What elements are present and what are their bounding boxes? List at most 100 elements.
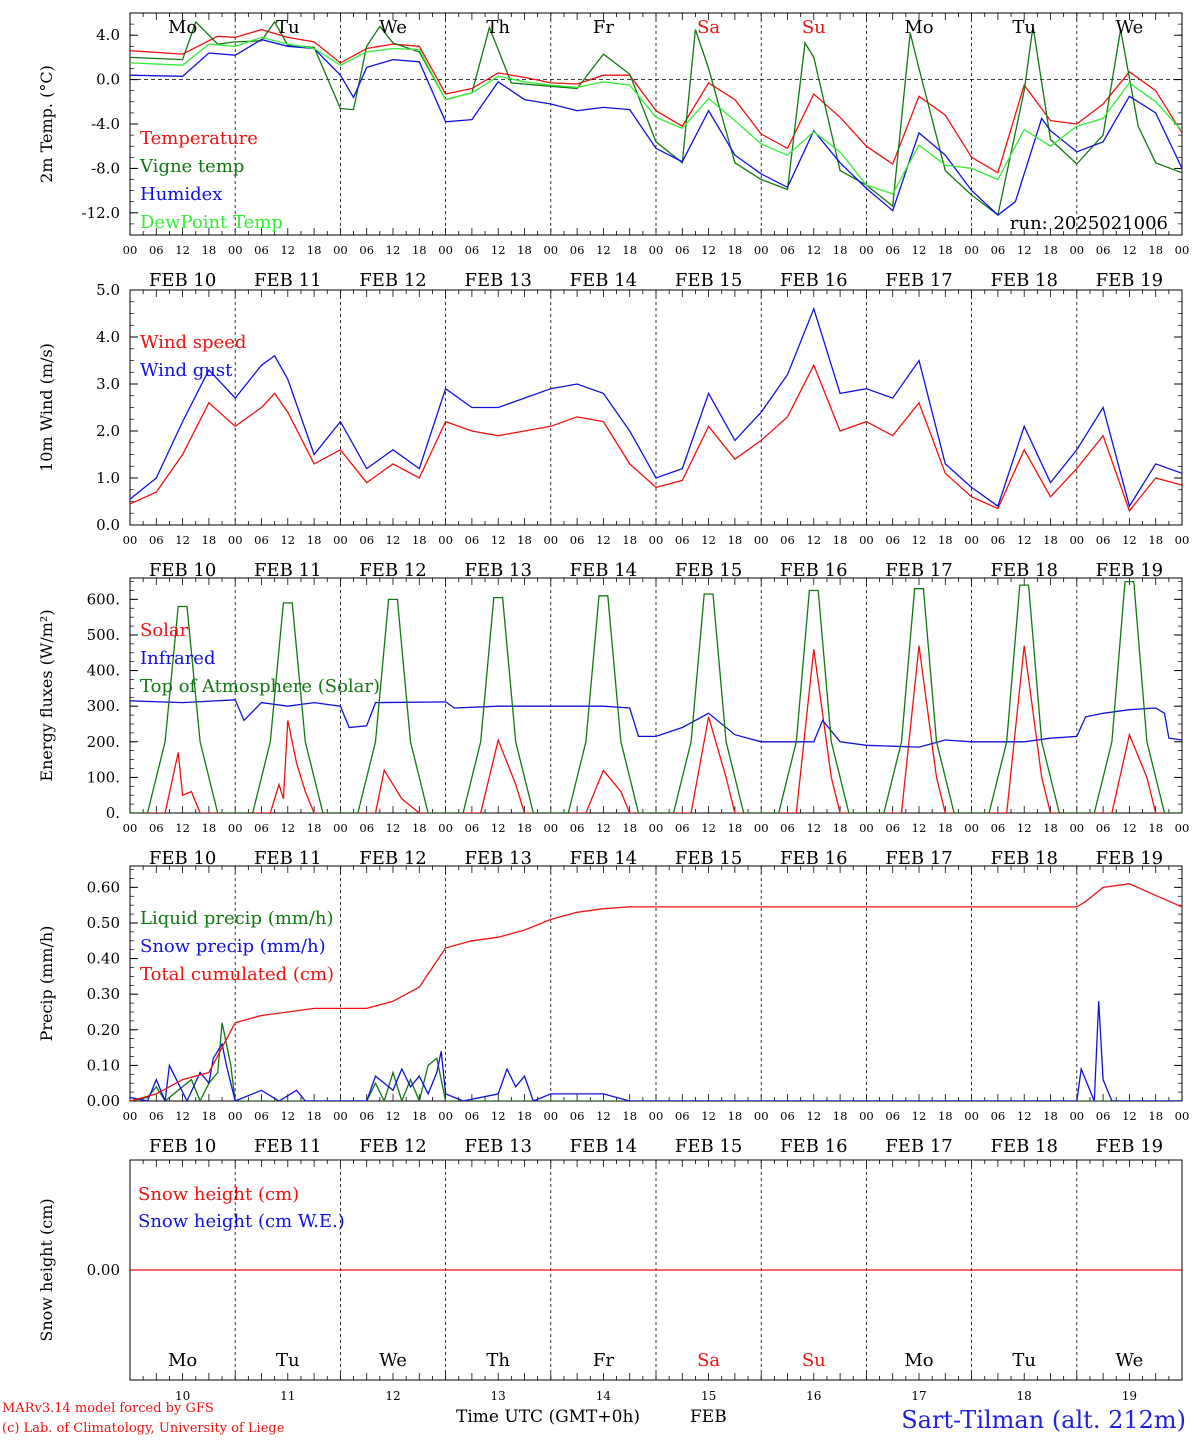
wind-hour-label: 00 [228,533,243,547]
wind-hour-label: 18 [833,533,848,547]
wind-hour-label: 12 [491,533,506,547]
wind-date-label: FEB 13 [464,560,531,581]
weekday-label-bottom: Fr [593,1350,614,1371]
temp-hour-label: 00 [1175,243,1190,257]
temp-date-label: FEB 18 [990,270,1057,291]
precip-hour-label: 00 [649,1109,664,1123]
wind-y-tick-label: 1.0 [96,469,120,487]
wind-hour-label: 12 [596,533,611,547]
precip-hour-label: 00 [333,1109,348,1123]
temp-series-dewpoint-temp [130,36,1182,195]
snow-legend-entry: Snow height (cm W.E.) [138,1211,345,1232]
temp-legend-entry: DewPoint Temp [140,212,283,233]
precip-hour-label: 12 [912,1109,927,1123]
precip-hour-label: 18 [202,1109,217,1123]
snow-panel: 0.00 Snow height (cm) Snow height (cm) Snow… [37,1159,1183,1381]
precip-hour-label: 12 [806,1109,821,1123]
flux-hour-label: 12 [386,821,401,835]
temp-hour-label: 12 [175,243,190,257]
temp-date-label: FEB 16 [780,270,847,291]
flux-y-tick-label: 0. [106,804,120,822]
flux-hour-label: 18 [728,821,743,835]
wind-panel: 0.0 1.0 2.0 3.0 4.0 5.0 10m Wind (m/s) Wind spe… [37,281,1189,581]
precip-hour-label: 06 [254,1109,269,1123]
precip-hour-label: 06 [1096,1109,1111,1123]
temp-hour-label: 12 [912,243,927,257]
wind-hour-label: 18 [202,533,217,547]
temp-date-label: FEB 13 [464,270,531,291]
flux-date-label: FEB 17 [885,848,952,869]
precip-hour-label: 18 [622,1109,637,1123]
flux-y-tick-label: 300. [87,697,120,715]
wind-hour-label: 18 [622,533,637,547]
precip-hour-label: 06 [780,1109,795,1123]
precip-series-snow-precip-mm-h- [130,1001,1182,1101]
flux-hour-label: 00 [964,821,979,835]
flux-hour-label: 18 [517,821,532,835]
precip-hour-label: 00 [859,1109,874,1123]
flux-hour-label: 12 [280,821,295,835]
precip-y-tick-label: 0.60 [87,878,120,896]
flux-hour-label: 18 [938,821,953,835]
flux-date-label: FEB 15 [675,848,742,869]
temp-hour-label: 06 [359,243,374,257]
temp-hour-label: 18 [1148,243,1163,257]
temp-hour-label: 06 [675,243,690,257]
flux-hour-label: 00 [543,821,558,835]
weekday-label-top: Th [486,17,510,38]
temp-hour-label: 00 [754,243,769,257]
precip-hour-label: 12 [1017,1109,1032,1123]
temp-date-label: FEB 11 [254,270,321,291]
temp-hour-label: 18 [728,243,743,257]
wind-y-tick-label: 2.0 [96,422,120,440]
precip-date-label: FEB 10 [149,1136,216,1157]
weekday-label-bottom: We [379,1350,407,1371]
temp-hour-label: 18 [1043,243,1058,257]
wind-hour-label: 06 [991,533,1006,547]
wind-hour-label: 12 [806,533,821,547]
temp-hour-label: 18 [412,243,427,257]
wind-hour-label: 00 [438,533,453,547]
precip-hour-label: 00 [438,1109,453,1123]
flux-hour-label: 06 [780,821,795,835]
wind-hour-label: 12 [1017,533,1032,547]
precip-y-tick-label: 0.40 [87,950,120,968]
precip-hour-label: 18 [1148,1109,1163,1123]
flux-hour-label: 18 [622,821,637,835]
day-number-label: 19 [1122,1389,1137,1403]
weekday-label-bottom: Mo [168,1350,197,1371]
wind-y-tick-label: 4.0 [96,328,120,346]
precip-date-label: FEB 13 [464,1136,531,1157]
precip-hour-label: 18 [307,1109,322,1123]
temp-hour-label: 12 [280,243,295,257]
weekday-label-top: Sa [697,17,720,38]
temp-hour-label: 00 [1069,243,1084,257]
temp-hour-label: 18 [307,243,322,257]
day-number-label: 18 [1017,1389,1032,1403]
wind-hour-label: 06 [1096,533,1111,547]
wind-hour-label: 18 [1043,533,1058,547]
temp-hour-label: 06 [1096,243,1111,257]
temp-hour-label: 00 [123,243,138,257]
flux-series-top-of-atmosphere-solar- [130,580,1182,813]
wind-hour-label: 06 [359,533,374,547]
wind-date-label: FEB 14 [570,560,637,581]
temp-date-label: FEB 17 [885,270,952,291]
precip-hour-label: 12 [1122,1109,1137,1123]
flux-hour-label: 06 [675,821,690,835]
snow-y-axis-label: Snow height (cm) [37,1198,56,1341]
precip-hour-label: 18 [412,1109,427,1123]
weekday-label-bottom: We [1116,1350,1144,1371]
precip-date-label: FEB 15 [675,1136,742,1157]
wind-hour-label: 18 [1148,533,1163,547]
wind-legend-entry: Wind gust [140,360,233,381]
precip-hour-label: 18 [1043,1109,1058,1123]
flux-panel: 0. 100. 200. 300. 400. 500. 600. Energy fluxes … [37,577,1189,869]
temp-date-label: FEB 14 [570,270,637,291]
temp-hour-label: 12 [491,243,506,257]
day-number-label: 11 [280,1389,295,1403]
wind-y-tick-label: 0.0 [96,516,120,534]
flux-hour-label: 00 [649,821,664,835]
wind-date-label: FEB 15 [675,560,742,581]
temp-hour-label: 12 [806,243,821,257]
